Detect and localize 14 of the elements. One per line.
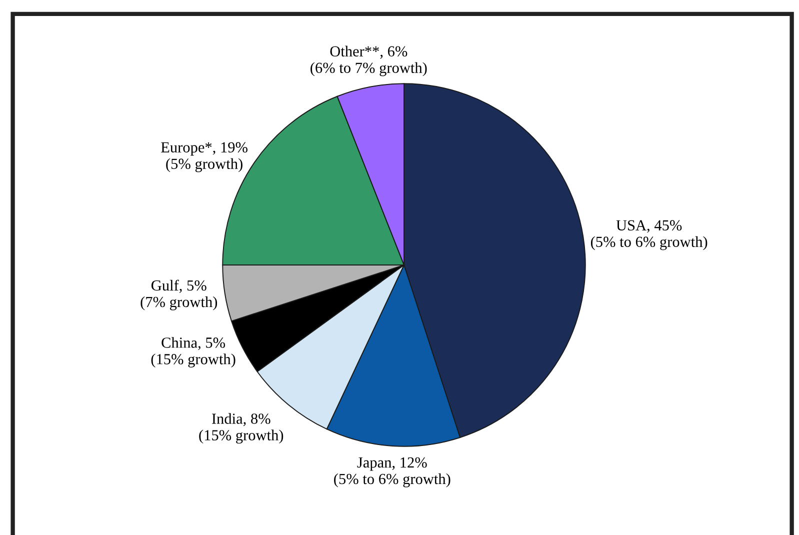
text: (15% growth) bbox=[199, 430, 284, 444]
slice-label: USA, 45% bbox=[616, 220, 682, 233]
slice-label: Gulf, 5% bbox=[152, 280, 206, 293]
text: (15% growth) bbox=[151, 354, 236, 368]
text: (5% to 6% growth) bbox=[590, 236, 708, 250]
text: (5% growth) bbox=[166, 158, 242, 172]
slice-label: Other**, 6% bbox=[330, 46, 408, 59]
text: (7% growth) bbox=[140, 296, 218, 310]
slice-label: India, 8% bbox=[212, 413, 270, 426]
slice-label: China, 5% bbox=[162, 337, 226, 350]
text: (6% to 7% growth) bbox=[310, 62, 427, 76]
slice-label: Japan, 12% bbox=[357, 457, 427, 471]
text: (5% to 6% growth) bbox=[334, 473, 450, 488]
slice-label: Europe*, 19% bbox=[161, 142, 248, 156]
